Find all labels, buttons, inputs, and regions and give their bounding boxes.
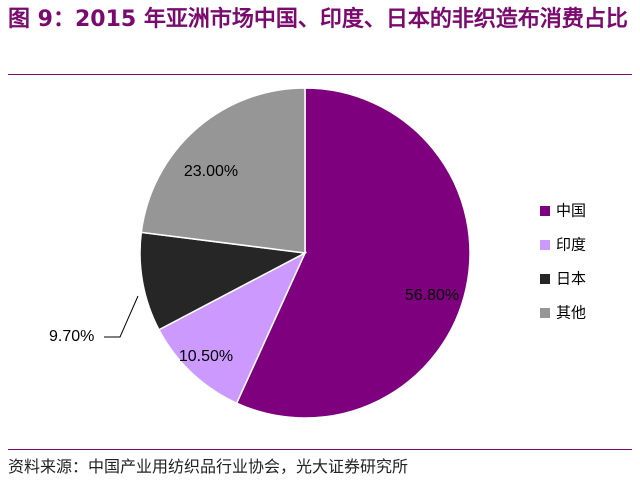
leader-line	[104, 295, 139, 338]
data-label: 10.50%	[179, 348, 233, 365]
source-note: 资料来源：中国产业用纺织品行业协会，光大证券研究所	[8, 457, 409, 476]
pie-slice-2	[157, 251, 307, 405]
data-label: 23.00%	[184, 163, 238, 180]
legend-swatch	[540, 240, 550, 250]
legend-swatch	[540, 274, 550, 284]
source-divider	[8, 449, 632, 450]
data-label: 9.70%	[49, 328, 94, 345]
pie-slice-1	[235, 87, 471, 419]
pie-slices	[139, 87, 471, 419]
pie-slice-4	[140, 87, 306, 254]
pie-slice-3	[139, 231, 308, 331]
figure-title: 图 9：2015 年亚洲市场中国、印度、日本的非织造布消费占比	[8, 7, 628, 32]
data-label: 56.80%	[405, 287, 459, 304]
legend-item: 其他	[540, 304, 586, 322]
legend-swatch	[540, 308, 550, 318]
legend-label: 印度	[556, 236, 586, 254]
title-divider	[8, 74, 632, 75]
legend-label: 日本	[556, 270, 586, 288]
legend-swatch	[540, 206, 550, 216]
legend-item: 中国	[540, 202, 586, 220]
legend-label: 中国	[556, 202, 586, 220]
legend-label: 其他	[556, 304, 586, 322]
slice-labels: 56.80% 10.50% 9.70% 23.00%	[49, 163, 459, 365]
legend-item: 印度	[540, 236, 586, 254]
legend-item: 日本	[540, 270, 586, 288]
